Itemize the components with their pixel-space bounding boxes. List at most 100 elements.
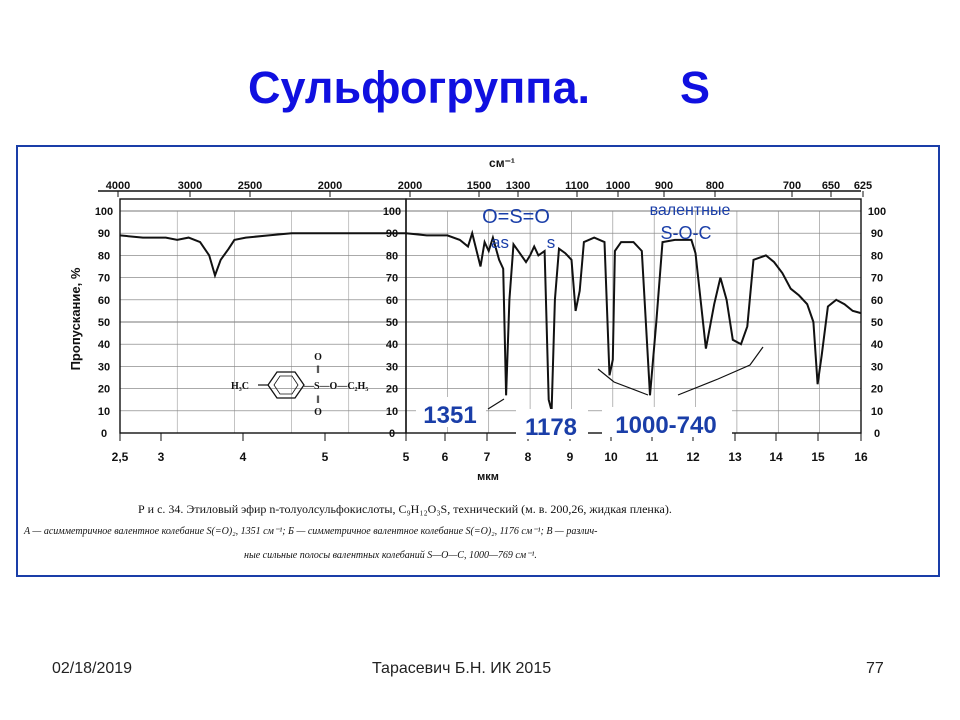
y-tick-label-left: 60 — [98, 295, 110, 307]
footer-date: 02/18/2019 — [52, 660, 133, 677]
annotation-1000-740: 1000-740 — [615, 412, 716, 439]
y-tick-label-right: 40 — [871, 339, 883, 351]
structure-h3c: H₃C — [231, 381, 249, 392]
structure-oxygen-top: O — [314, 352, 322, 363]
caption-line-1: Р и с. 34. Этиловый эфир n-толуолсульфок… — [138, 502, 672, 516]
benzene-ring — [267, 371, 305, 399]
x-tick-label: 2,5 — [112, 450, 129, 464]
y-tick-label-right: 10 — [871, 406, 883, 418]
structure-oxygen-bottom: O — [314, 407, 322, 418]
annotation-1351: 1351 — [423, 402, 476, 429]
grid-layer — [120, 210, 861, 434]
slide-title: Сульфогруппа. S — [0, 62, 960, 122]
x-tick-label: 5 — [322, 450, 329, 464]
y-tick-label-right: 80 — [871, 250, 883, 262]
footer-page-number: 77 — [866, 660, 884, 677]
x-tick-label: 10 — [604, 450, 618, 464]
caption-line-3: ные сильные полосы валентных колебаний S… — [244, 550, 537, 561]
annotation-1178: 1178 — [525, 414, 577, 441]
y-tick-label-right: 0 — [874, 428, 880, 440]
x-tick-label: 15 — [811, 450, 825, 464]
footer-author: Тарасевич Б.Н. ИК 2015 — [372, 660, 552, 677]
top-tick-label: 1000 — [606, 180, 630, 192]
structure-double-bond-bottom: ‖ — [316, 395, 319, 406]
figure-frame: 0 0 0 10 10 10 20 20 20 30 30 30 40 40 40 50 50 50 60 60 60 7… — [16, 145, 940, 577]
y-tick-label-mid: 100 — [383, 206, 401, 218]
y-tick-label-mid: 40 — [386, 339, 398, 351]
x-tick-label: 16 — [854, 450, 868, 464]
top-axis-unit: см⁻¹ — [489, 156, 515, 170]
y-tick-label-left: 30 — [98, 361, 110, 373]
y-tick-label-left: 0 — [101, 428, 107, 440]
top-tick-label: 1500 — [467, 180, 491, 192]
y-tick-label-left: 50 — [98, 317, 110, 329]
y-tick-label-right: 50 — [871, 317, 883, 329]
peak1-label-bg — [416, 397, 486, 427]
annotation-s: s — [547, 233, 556, 252]
annotation-oso: O=S=O — [482, 206, 550, 228]
title-letter: S — [680, 62, 711, 113]
x-tick-label: 5 — [403, 450, 410, 464]
x-tick-label: 11 — [646, 450, 659, 464]
title-main: Сульфогруппа. — [248, 62, 591, 113]
x-tick-label: 13 — [728, 450, 742, 464]
y-tick-label-left: 100 — [95, 206, 113, 218]
top-tick-label: 3000 — [178, 180, 202, 192]
top-tick-label: 625 — [854, 180, 872, 192]
y-tick-label-right: 70 — [871, 273, 883, 285]
top-tick-label: 700 — [783, 180, 801, 192]
curve-layer — [119, 229, 862, 412]
y-tick-label-mid: 0 — [389, 428, 395, 440]
pointer-range-left — [597, 368, 649, 396]
top-tick-label: 2000 — [318, 180, 342, 192]
x-tick-label: 9 — [567, 450, 574, 464]
y-tick-label-mid: 80 — [386, 250, 398, 262]
x-tick-label: 6 — [442, 450, 449, 464]
top-tick-label: 650 — [822, 180, 840, 192]
structure-double-bond-top: ‖ — [316, 365, 319, 376]
y-tick-label-left: 90 — [98, 228, 110, 240]
y-tick-label-right: 30 — [871, 361, 883, 373]
top-tick-label: 2500 — [238, 180, 262, 192]
spectrum-line-left — [119, 232, 406, 279]
top-tick-label: 900 — [655, 180, 673, 192]
annotation-as: as — [491, 233, 509, 252]
x-axis-label: мкм — [477, 471, 499, 483]
ir-spectrum-chart: 0 0 0 10 10 10 20 20 20 30 30 30 40 40 40 50 50 50 60 60 60 7… — [68, 156, 886, 483]
peak2-label-bg — [516, 409, 588, 439]
y-tick-label-mid: 50 — [386, 317, 398, 329]
x-tick-label: 3 — [158, 450, 165, 464]
y-tick-label-mid: 60 — [386, 295, 398, 307]
annotation-valence: валентные — [650, 202, 731, 219]
x-tick-label: 7 — [484, 450, 491, 464]
y-tick-label-right: 60 — [871, 295, 883, 307]
y-tick-label-left: 10 — [98, 406, 110, 418]
y-tick-label-left: 80 — [98, 250, 110, 262]
x-tick-label: 12 — [686, 450, 700, 464]
top-tick-label: 2000 — [398, 180, 422, 192]
y-tick-label-left: 70 — [98, 273, 110, 285]
y-axis-label: Пропускание, % — [68, 267, 83, 370]
annotation-soc: S-O-C — [661, 223, 712, 243]
top-tick-label: 4000 — [106, 180, 130, 192]
y-tick-label-right: 90 — [871, 228, 883, 240]
range-label-bg — [602, 407, 732, 437]
y-tick-label-right: 100 — [868, 206, 886, 218]
x-tick-label: 14 — [769, 450, 783, 464]
y-tick-label-right: 20 — [871, 384, 883, 396]
top-tick-label: 1300 — [506, 180, 530, 192]
annotation-layer: O=S=O as s валентные S-O-C 1351 1178 1000-740 — [416, 202, 764, 441]
y-tick-label-mid: 20 — [386, 384, 398, 396]
spectrum-line-right — [405, 229, 862, 412]
y-tick-label-left: 40 — [98, 339, 110, 351]
y-tick-label-mid: 30 — [386, 361, 398, 373]
caption-line-2: A — асимметричное валентное колебание S(… — [24, 526, 598, 537]
x-tick-label: 8 — [525, 450, 532, 464]
axes-layer: 0 0 0 10 10 10 20 20 20 30 30 30 40 40 40 50 50 50 60 60 60 7… — [68, 156, 886, 483]
y-tick-label-mid: 70 — [386, 273, 398, 285]
pointer-1351 — [487, 398, 505, 410]
x-tick-label: 4 — [240, 450, 247, 464]
structure-ester-chain: —S—O—C₂H₅ — [303, 381, 368, 392]
top-tick-label: 1100 — [565, 180, 589, 192]
